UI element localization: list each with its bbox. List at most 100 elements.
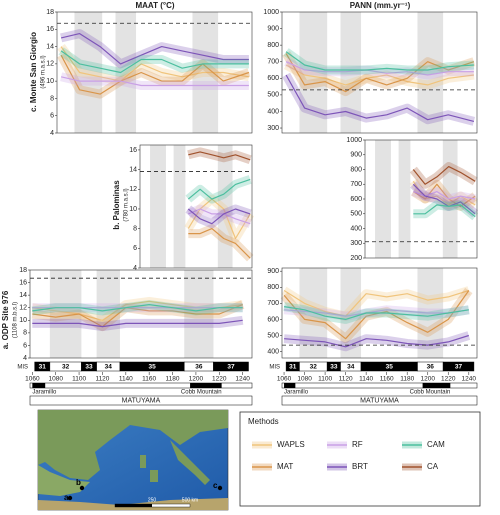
x-tick-label: 1080 bbox=[297, 376, 312, 383]
y-tick-label: 12 bbox=[129, 186, 137, 193]
column-title: PANN (mm.yr⁻¹) bbox=[350, 1, 411, 10]
y-tick-label: 1000 bbox=[346, 137, 362, 144]
site-name: b. Palominas bbox=[112, 180, 121, 230]
mis-label: 35 bbox=[386, 364, 394, 371]
x-tick-label: 1220 bbox=[441, 376, 456, 383]
mis-title: MIS bbox=[17, 364, 28, 370]
plot-frame bbox=[281, 267, 478, 359]
series-line bbox=[285, 74, 475, 122]
x-tick-label: 1160 bbox=[142, 376, 156, 383]
x-tick-label: 1120 bbox=[339, 376, 353, 383]
site-elevation: (780 m.a.s.l) bbox=[124, 188, 130, 221]
mis-title: MIS bbox=[269, 364, 280, 370]
series-line bbox=[285, 53, 475, 93]
polarity-bar bbox=[29, 382, 253, 389]
y-tick-label: 16 bbox=[129, 147, 137, 154]
legend-label: WAPLS bbox=[277, 440, 305, 449]
y-tick-label: 8 bbox=[133, 225, 137, 232]
y-tick-label: 12 bbox=[46, 61, 54, 68]
x-tick-label: 1180 bbox=[166, 376, 180, 383]
series-line bbox=[188, 151, 251, 161]
series-line bbox=[60, 54, 250, 95]
map-site: a bbox=[64, 493, 69, 502]
x-tick-label: 1200 bbox=[421, 376, 436, 383]
legend-label: MAT bbox=[277, 462, 293, 471]
x-tick-label: 1080 bbox=[48, 376, 63, 383]
y-tick-label: 300 bbox=[267, 125, 279, 132]
x-tick-label: 1140 bbox=[119, 376, 133, 383]
polarity-label: Jaramillo bbox=[284, 390, 309, 396]
site-name: c. Monte San Giorgio bbox=[29, 32, 38, 112]
glacial-band bbox=[398, 140, 411, 258]
y-tick-label: 700 bbox=[267, 59, 279, 66]
normal-polarity bbox=[190, 383, 222, 388]
legend-label: BRT bbox=[352, 462, 368, 471]
map-site: b bbox=[76, 478, 81, 487]
x-tick-label: 1060 bbox=[277, 376, 292, 383]
y-tick-label: 800 bbox=[350, 166, 362, 173]
mis-label: 32 bbox=[310, 364, 318, 371]
y-tick-label: 6 bbox=[133, 245, 137, 252]
y-tick-label: 800 bbox=[267, 284, 279, 291]
mis-label: 33 bbox=[85, 364, 93, 371]
map-site: c bbox=[213, 481, 218, 490]
y-tick-label: 6 bbox=[50, 113, 54, 120]
series-line bbox=[283, 290, 470, 340]
glacial-band bbox=[115, 12, 137, 133]
chron-bar bbox=[29, 395, 253, 406]
y-tick-label: 10 bbox=[46, 78, 54, 85]
y-tick-label: 8 bbox=[23, 330, 27, 337]
mis-label: 31 bbox=[289, 364, 297, 371]
map-scale: 500 km bbox=[182, 497, 198, 503]
y-tick-label: 4 bbox=[23, 355, 27, 362]
glacial-band bbox=[417, 12, 444, 133]
x-tick-label: 1120 bbox=[95, 376, 109, 383]
mis-label: 37 bbox=[455, 364, 463, 371]
series-line bbox=[413, 191, 476, 200]
y-tick-label: 14 bbox=[129, 166, 137, 173]
x-tick-label: 1180 bbox=[400, 376, 414, 383]
y-tick-label: 500 bbox=[267, 332, 279, 339]
legend-label: CA bbox=[427, 462, 439, 471]
series-line bbox=[32, 304, 243, 312]
y-tick-label: 400 bbox=[267, 348, 279, 355]
series-line bbox=[283, 289, 469, 317]
y-tick-label: 600 bbox=[350, 196, 362, 203]
glacial-band bbox=[340, 268, 362, 358]
mis-label: 37 bbox=[227, 364, 235, 371]
polarity-label: Cobb Mountain bbox=[181, 390, 222, 396]
legend-label: RF bbox=[352, 440, 363, 449]
y-tick-label: 18 bbox=[19, 267, 27, 274]
series-line bbox=[412, 183, 476, 207]
chron-label: MATUYAMA bbox=[122, 398, 161, 405]
series-line bbox=[60, 50, 249, 74]
y-tick-label: 700 bbox=[267, 300, 279, 307]
plot-frame bbox=[139, 144, 253, 269]
polarity-label: Cobb Mountain bbox=[410, 390, 451, 396]
legend-box bbox=[239, 411, 481, 507]
y-tick-label: 6 bbox=[23, 342, 27, 349]
series-line bbox=[412, 166, 476, 185]
y-tick-label: 700 bbox=[350, 181, 362, 188]
y-tick-label: 4 bbox=[50, 130, 54, 137]
glacial-band bbox=[173, 145, 186, 268]
series-line bbox=[32, 319, 243, 328]
legend-title: Methods bbox=[248, 417, 279, 426]
mis-label: 33 bbox=[330, 364, 338, 371]
y-tick-label: 800 bbox=[267, 42, 279, 49]
chron-bar bbox=[281, 395, 478, 406]
mis-label: 32 bbox=[62, 364, 70, 371]
y-tick-label: 12 bbox=[19, 305, 27, 312]
column-title: MAAT (°C) bbox=[135, 1, 174, 10]
normal-polarity bbox=[32, 383, 46, 388]
series-line bbox=[412, 183, 476, 215]
map: a b c 250 500 km bbox=[37, 409, 229, 511]
series-line bbox=[412, 180, 476, 206]
y-tick-label: 1000 bbox=[263, 9, 279, 16]
mis-label: 36 bbox=[427, 364, 435, 371]
y-tick-label: 4 bbox=[133, 265, 137, 272]
series-line bbox=[285, 64, 474, 86]
y-tick-label: 400 bbox=[267, 108, 279, 115]
x-tick-label: 1140 bbox=[359, 376, 373, 383]
